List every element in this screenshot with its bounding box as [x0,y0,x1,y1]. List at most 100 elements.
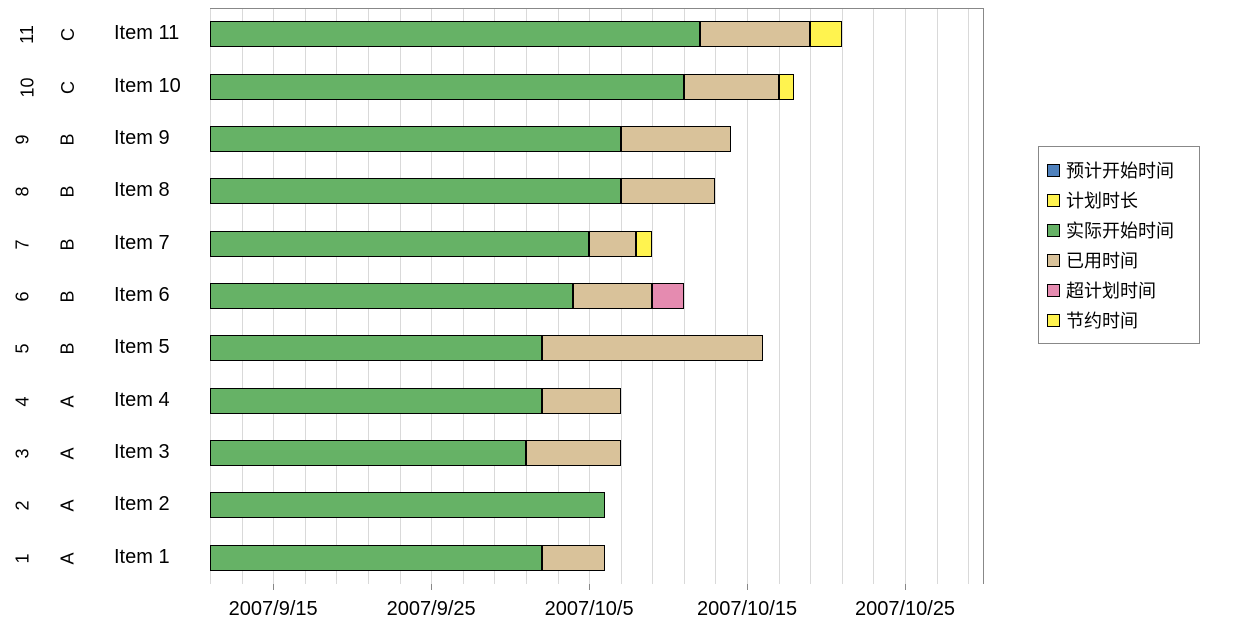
bar [210,440,621,466]
bar [210,545,605,571]
bar [210,126,731,152]
legend-entry: 超计划时间 [1047,277,1189,303]
legend: 预计开始时间计划时长实际开始时间已用时间超计划时间节约时间 [1038,146,1200,344]
bar-segment [210,21,700,47]
bar-segment [621,126,732,152]
row-item-label: Item 4 [114,389,170,412]
legend-label: 超计划时间 [1066,277,1156,303]
legend-label: 节约时间 [1066,307,1138,333]
bar-segment [210,74,684,100]
row-category: C [58,81,79,94]
x-tick-label: 2007/10/25 [855,598,955,621]
bar-segment [684,74,779,100]
legend-label: 已用时间 [1066,247,1138,273]
x-tick-label: 2007/10/15 [697,598,797,621]
legend-label: 实际开始时间 [1066,217,1174,243]
x-tick-label: 2007/10/5 [545,598,634,621]
bar [210,283,684,309]
bar-segment [810,21,842,47]
row-category: A [58,552,79,564]
gridline [968,9,969,584]
legend-swatch [1047,194,1060,207]
row-category: B [58,133,79,145]
row-category: B [58,290,79,302]
bar-segment [210,126,621,152]
bar [210,231,652,257]
bar-segment [210,492,605,518]
row-item-label: Item 7 [114,232,170,255]
gridline [937,9,938,584]
row-item-label: Item 2 [114,493,170,516]
bar [210,21,842,47]
legend-label: 计划时长 [1066,187,1138,213]
row-category: B [58,343,79,355]
x-tick [747,584,748,590]
gridline [842,9,843,584]
bar [210,388,621,414]
row-item-label: Item 11 [114,22,179,45]
bar-segment [210,178,621,204]
bar-segment [210,231,589,257]
gridline [905,9,906,584]
bar-segment [700,21,811,47]
row-category: A [58,500,79,512]
bar-segment [542,335,763,361]
bar-segment [636,231,652,257]
bar-segment [573,283,652,309]
row-index: 4 [13,396,34,406]
row-index: 3 [13,449,34,459]
bar-segment [210,440,526,466]
legend-swatch [1047,314,1060,327]
row-index: 7 [13,239,34,249]
bar-segment [210,335,542,361]
row-category: A [58,395,79,407]
gridline [873,9,874,584]
legend-swatch [1047,164,1060,177]
row-index: 8 [13,187,34,197]
legend-label: 预计开始时间 [1066,157,1174,183]
bar [210,178,715,204]
legend-swatch [1047,284,1060,297]
legend-entry: 节约时间 [1047,307,1189,333]
legend-entry: 已用时间 [1047,247,1189,273]
bar [210,492,605,518]
bar-segment [210,283,573,309]
row-category: B [58,238,79,250]
x-tick-label: 2007/9/25 [387,598,476,621]
gantt-chart: 11CItem 1110CItem 109BItem 98BItem 87BIt… [0,0,1233,642]
bar-segment [210,388,542,414]
gridline [810,9,811,584]
row-item-label: Item 5 [114,336,170,359]
x-tick [905,584,906,590]
row-item-label: Item 1 [114,546,170,569]
row-index: 11 [17,25,38,44]
row-category: B [58,186,79,198]
row-category: A [58,448,79,460]
row-index: 10 [18,77,39,97]
bar-segment [542,545,605,571]
row-index: 1 [13,553,34,563]
row-index: 2 [13,501,34,511]
legend-entry: 预计开始时间 [1047,157,1189,183]
row-item-label: Item 8 [114,179,170,202]
row-item-label: Item 10 [114,75,181,98]
legend-entry: 实际开始时间 [1047,217,1189,243]
legend-swatch [1047,224,1060,237]
row-index: 6 [13,291,34,301]
row-item-label: Item 9 [114,127,170,150]
bar-segment [589,231,636,257]
bar-segment [542,388,621,414]
row-item-label: Item 3 [114,441,170,464]
legend-entry: 计划时长 [1047,187,1189,213]
row-category: C [58,28,79,41]
row-item-label: Item 6 [114,284,170,307]
row-index: 5 [13,344,34,354]
bar-segment [621,178,716,204]
x-tick [273,584,274,590]
bar-segment [210,545,542,571]
legend-swatch [1047,254,1060,267]
row-index: 9 [13,134,34,144]
bar-segment [779,74,795,100]
bar [210,335,763,361]
x-tick [431,584,432,590]
